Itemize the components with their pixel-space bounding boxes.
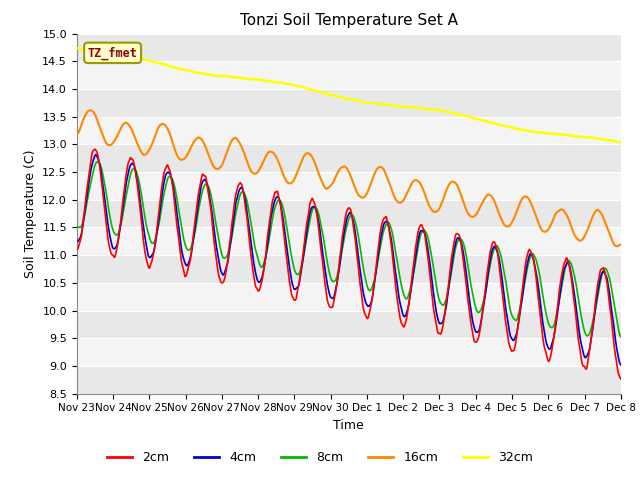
2cm: [617, 376, 625, 382]
16cm: [86, 108, 93, 113]
16cm: [431, 209, 439, 215]
8cm: [431, 277, 439, 283]
32cm: [223, 73, 230, 79]
Title: Tonzi Soil Temperature Set A: Tonzi Soil Temperature Set A: [240, 13, 458, 28]
Bar: [77, 61, 621, 89]
4cm: [140, 224, 147, 229]
4cm: [416, 231, 424, 237]
2cm: [83, 189, 90, 194]
2cm: [140, 238, 147, 243]
4cm: [431, 303, 439, 309]
Bar: [77, 283, 621, 311]
4cm: [195, 199, 202, 205]
Bar: [77, 366, 621, 394]
32cm: [73, 46, 81, 51]
Text: TZ_fmet: TZ_fmet: [88, 46, 138, 60]
Line: 8cm: 8cm: [77, 161, 621, 336]
Y-axis label: Soil Temperature (C): Soil Temperature (C): [24, 149, 36, 278]
32cm: [194, 70, 202, 75]
Bar: [77, 255, 621, 283]
32cm: [83, 47, 90, 52]
Bar: [77, 144, 621, 172]
Line: 16cm: 16cm: [77, 110, 621, 246]
2cm: [431, 317, 439, 323]
4cm: [617, 362, 625, 368]
4cm: [92, 152, 100, 157]
Bar: [77, 338, 621, 366]
8cm: [617, 334, 625, 339]
16cm: [73, 132, 81, 137]
Bar: [77, 89, 621, 117]
Line: 2cm: 2cm: [77, 149, 621, 379]
16cm: [83, 110, 90, 116]
2cm: [195, 190, 202, 196]
Bar: [77, 117, 621, 144]
Bar: [77, 228, 621, 255]
8cm: [73, 223, 81, 229]
16cm: [617, 241, 625, 247]
Bar: [77, 172, 621, 200]
8cm: [195, 207, 202, 213]
4cm: [73, 239, 81, 244]
16cm: [140, 152, 147, 157]
16cm: [416, 180, 424, 185]
4cm: [223, 261, 231, 267]
16cm: [195, 135, 202, 141]
X-axis label: Time: Time: [333, 419, 364, 432]
8cm: [140, 204, 147, 210]
2cm: [91, 146, 99, 152]
2cm: [73, 247, 81, 252]
2cm: [223, 261, 231, 266]
32cm: [415, 105, 422, 111]
8cm: [83, 202, 90, 207]
Line: 32cm: 32cm: [77, 48, 621, 143]
Bar: [77, 311, 621, 338]
Legend: 2cm, 4cm, 8cm, 16cm, 32cm: 2cm, 4cm, 8cm, 16cm, 32cm: [102, 446, 538, 469]
32cm: [617, 140, 625, 145]
Line: 4cm: 4cm: [77, 155, 621, 365]
16cm: [223, 148, 231, 154]
32cm: [139, 56, 147, 62]
8cm: [416, 237, 424, 242]
Bar: [77, 200, 621, 228]
Bar: [77, 34, 621, 61]
8cm: [223, 252, 231, 258]
32cm: [431, 107, 438, 113]
8cm: [93, 158, 101, 164]
16cm: [612, 243, 620, 249]
2cm: [416, 224, 424, 230]
4cm: [83, 197, 90, 203]
